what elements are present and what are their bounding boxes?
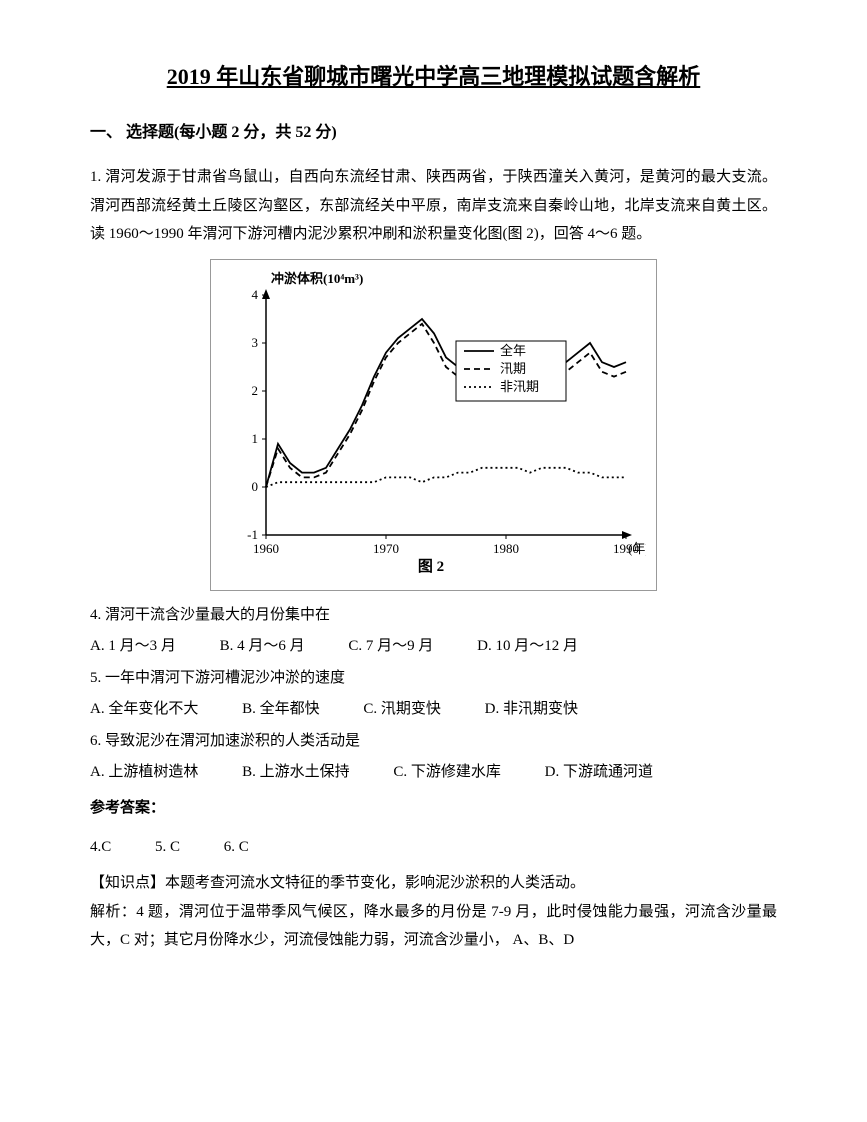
q4-option-c: C. 7 月～9 月 — [348, 632, 433, 661]
question-5-options: A. 全年变化不大 B. 全年都快 C. 汛期变快 D. 非汛期变快 — [90, 695, 777, 724]
svg-text:4: 4 — [252, 287, 259, 302]
q4-option-b: B. 4 月～6 月 — [220, 632, 305, 661]
q6-option-b: B. 上游水土保持 — [242, 758, 350, 787]
svg-text:全年: 全年 — [500, 343, 526, 358]
svg-text:汛期: 汛期 — [500, 361, 526, 376]
q6-option-d: D. 下游疏通河道 — [545, 758, 653, 787]
question-6: 6. 导致泥沙在渭河加速淤积的人类活动是 — [90, 727, 777, 756]
svg-text:2: 2 — [252, 383, 259, 398]
svg-text:1960: 1960 — [253, 541, 279, 556]
answer-6: 6. C — [224, 833, 249, 862]
knowledge-point: 【知识点】本题考查河流水文特征的季节变化，影响泥沙淤积的人类活动。 — [90, 869, 777, 898]
answer-header: 参考答案： — [90, 794, 777, 823]
q6-option-c: C. 下游修建水库 — [393, 758, 501, 787]
question-6-options: A. 上游植树造林 B. 上游水土保持 C. 下游修建水库 D. 下游疏通河道 — [90, 758, 777, 787]
svg-text:1: 1 — [252, 431, 259, 446]
q5-option-c: C. 汛期变快 — [363, 695, 441, 724]
q6-option-a: A. 上游植树造林 — [90, 758, 198, 787]
q5-option-b: B. 全年都快 — [242, 695, 320, 724]
answer-line: 4.C 5. C 6. C — [90, 833, 777, 862]
question-stem: 1. 渭河发源于甘肃省鸟鼠山，自西向东流经甘肃、陕西两省，于陕西潼关入黄河，是黄… — [90, 163, 777, 249]
question-4: 4. 渭河干流含沙量最大的月份集中在 — [90, 601, 777, 630]
svg-text:3: 3 — [252, 335, 259, 350]
question-4-options: A. 1 月～3 月 B. 4 月～6 月 C. 7 月～9 月 D. 10 月… — [90, 632, 777, 661]
analysis-text: 解析：4 题，渭河位于温带季风气候区，降水最多的月份是 7-9 月，此时侵蚀能力… — [90, 898, 777, 955]
svg-text:1970: 1970 — [373, 541, 399, 556]
question-5: 5. 一年中渭河下游河槽泥沙冲淤的速度 — [90, 664, 777, 693]
answer-4: 4.C — [90, 833, 111, 862]
sediment-chart: 冲淤体积(10⁴m³)-1012341960197019801990(年)全年汛… — [216, 265, 646, 575]
q5-option-d: D. 非汛期变快 — [485, 695, 578, 724]
svg-text:非汛期: 非汛期 — [500, 379, 539, 394]
q4-option-d: D. 10 月～12 月 — [477, 632, 578, 661]
svg-text:(年): (年) — [628, 541, 646, 556]
q4-option-a: A. 1 月～3 月 — [90, 632, 176, 661]
svg-text:-1: -1 — [247, 527, 258, 542]
chart-figure: 冲淤体积(10⁴m³)-1012341960197019801990(年)全年汛… — [90, 259, 777, 592]
section-header: 一、 选择题(每小题 2 分，共 52 分) — [90, 118, 777, 148]
svg-text:图 2: 图 2 — [418, 558, 444, 575]
answer-5: 5. C — [155, 833, 180, 862]
q5-option-a: A. 全年变化不大 — [90, 695, 198, 724]
svg-text:0: 0 — [252, 479, 259, 494]
svg-text:1980: 1980 — [493, 541, 519, 556]
page-title: 2019 年山东省聊城市曙光中学高三地理模拟试题含解析 — [90, 60, 777, 93]
svg-text:冲淤体积(10⁴m³): 冲淤体积(10⁴m³) — [271, 271, 363, 286]
